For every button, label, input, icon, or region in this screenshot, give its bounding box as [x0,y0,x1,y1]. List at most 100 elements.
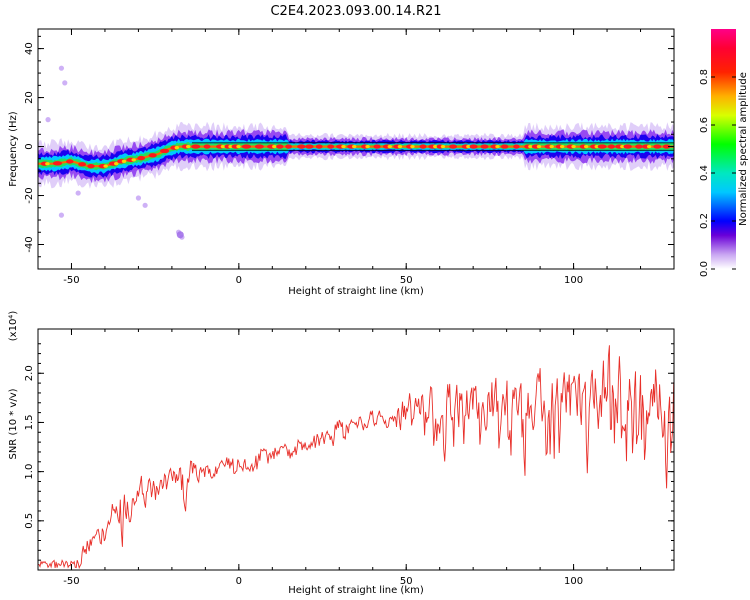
x-tick-label: -50 [63,275,79,286]
spectral-peak-core [528,144,533,149]
spectral-peak-core [536,144,542,149]
spectral-peak [276,144,284,149]
colorbar-tick-label: 0.6 [699,117,710,133]
spectral-peak [373,144,381,149]
spectral-peak-core [365,144,370,149]
spectral-peak-core [352,144,357,149]
spectral-peak [500,144,509,149]
spectral-peak [469,144,478,149]
colorbar-tick-label: 0.4 [699,165,710,181]
y-tick-label: -20 [24,187,35,203]
spectral-point [58,65,65,71]
spectral-peak-core [440,144,446,149]
colorbar: 0.0 0.2 0.4 0.6 0.8 Normalized spectral ampl… [699,29,749,277]
colorbar-tick-label: 0.0 [699,261,710,277]
spectral-point [176,231,184,239]
colorbar-tick-label: 0.2 [699,213,710,229]
y-tick-label: 0 [24,143,35,149]
spectral-point [62,80,68,86]
spectral-peak [607,144,616,149]
spectral-peak-core [220,144,226,149]
spectral-peak-core [236,144,241,149]
spectral-peak [635,144,643,149]
spectrogram-frame [37,28,675,270]
x-tick-label: 50 [400,275,413,286]
spectral-peak-core [397,144,403,149]
spectral-peak-core [433,144,438,149]
spectral-peak [480,144,489,149]
spectral-point [45,117,51,123]
spectral-peak [191,144,201,149]
spectral-peak-core [341,144,346,149]
y-tick-label: 2.0 [24,365,35,381]
spectrogram-ylabel: Frequency (Hz) [8,111,19,187]
spectral-peak-core [620,144,625,149]
spectral-peak [137,155,146,161]
spectral-peak [52,161,63,166]
spectral-peak-core [121,159,127,163]
snr-y-multiplier: (x10⁴) [8,311,19,342]
colorbar-tick-label: 0.8 [699,69,710,85]
spectral-peak-core [466,144,471,149]
x-tick-label: 0 [236,576,242,587]
spectral-peak-core [560,144,565,149]
spectral-peak-core [103,164,108,168]
x-tick-label: 50 [400,576,413,587]
spectral-peak [66,159,74,164]
spectral-peak-core [646,144,652,149]
spectral-peak-core [228,144,233,149]
spectral-point [135,195,142,201]
snr-frame [37,328,675,571]
spectral-peak [87,163,95,169]
spectral-peak-core [174,146,180,150]
colorbar-label: Normalized spectral amplitude [738,72,749,226]
spectrogram-panel: -50 0 50 100 -40 -20 0 20 40 Height of straight … [8,28,675,297]
spectral-peak [203,144,211,149]
spectral-peak-core [594,144,599,149]
spectral-peak [653,144,662,149]
spectral-peak [78,162,87,167]
spectral-band-layer [38,142,674,171]
colorbar-gradient [711,29,736,269]
spectral-peak [419,144,427,149]
y-tick-label: 1.0 [24,464,35,480]
spectral-peak [597,144,607,149]
spectral-point [58,212,65,218]
y-tick-label: 40 [24,42,35,55]
spectrogram-xlabel: Height of straight line (km) [288,286,424,297]
spectral-peak-core [571,144,576,149]
x-tick-label: 0 [236,275,242,286]
snr-panel: -50 0 50 100 0.5 1.0 1.5 2.0 Height of straight… [8,311,675,596]
spectral-point [75,190,81,196]
spectral-peak [254,144,264,149]
spectral-peak-core [549,144,554,149]
spectral-peak [241,144,252,149]
spectral-peak [159,148,170,154]
spectral-peak [623,144,632,149]
spectral-peak-core [272,144,277,149]
spectral-peak [662,144,671,149]
spectral-peak-core [114,162,119,166]
figure-title: C2E4.2023.093.00.14.R21 [270,4,441,19]
spectral-peak [513,144,520,149]
spectral-peak-core [387,144,392,149]
spectral-point [142,202,148,208]
x-tick-label: -50 [63,576,79,587]
y-tick-label: -40 [24,236,35,252]
spectral-peak [305,144,314,149]
spectral-peak-core [495,144,500,149]
x-tick-label: 100 [564,576,583,587]
snr-xlabel: Height of straight line (km) [288,585,424,596]
spectral-peak-core [186,144,191,149]
spectral-peak [148,153,157,158]
y-tick-label: 20 [24,91,35,104]
spectral-peak [327,144,335,149]
spectral-peak [297,144,306,149]
spectral-peak-core [131,158,136,162]
spectral-peak-core [410,144,415,149]
x-tick-label: 100 [564,275,583,286]
y-tick-label: 1.5 [24,414,35,430]
y-tick-label: 0.5 [24,513,35,529]
spectral-peak-core [583,144,589,149]
